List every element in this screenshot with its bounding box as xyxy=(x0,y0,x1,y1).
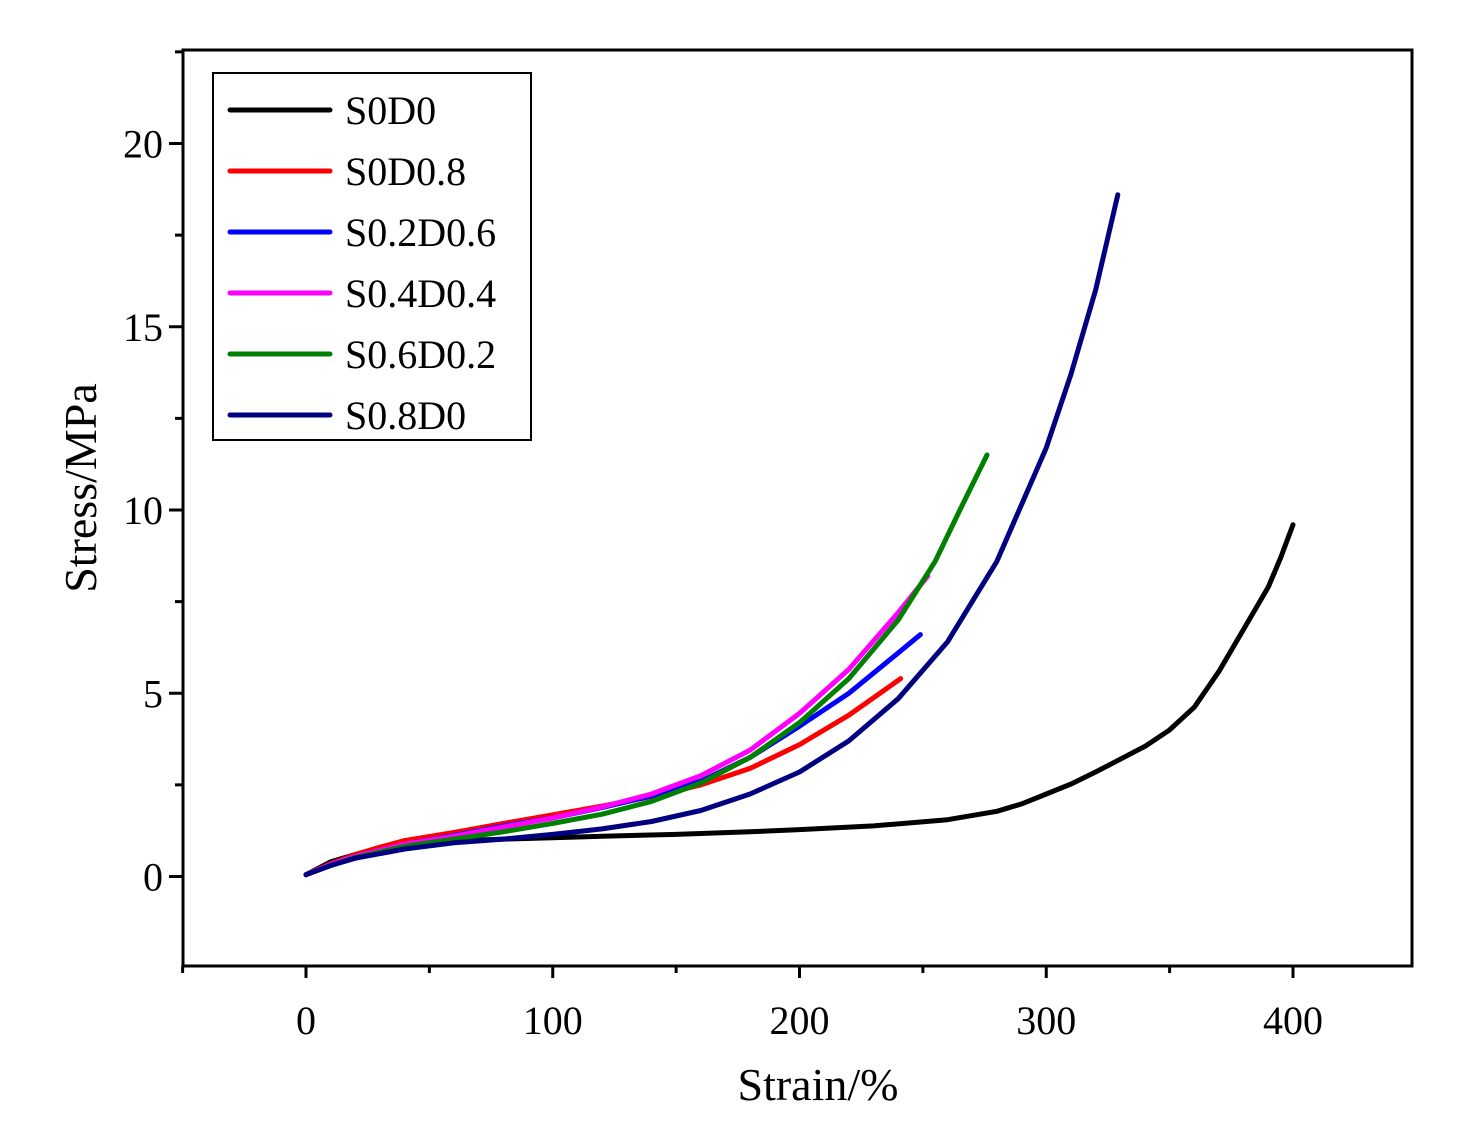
series-layer xyxy=(303,192,1296,878)
legend-label-s0-2d0-6: S0.2D0.6 xyxy=(345,210,496,255)
legend-label-s0d0-8: S0D0.8 xyxy=(345,149,466,194)
y-tick-label-5: 5 xyxy=(143,671,163,716)
y-tick-label-0: 0 xyxy=(143,855,163,900)
x-tick-label-200: 200 xyxy=(770,998,830,1043)
x-axis-label: Strain/% xyxy=(738,1059,899,1110)
y-tick-label-10: 10 xyxy=(123,488,163,533)
legend: S0D0 S0D0.8 S0.2D0.6 S0.4D0.4 S0.6D0.2 S0.8D0 xyxy=(212,72,532,441)
y-tick-label-20: 20 xyxy=(123,122,163,167)
y-tick-label-15: 15 xyxy=(123,305,163,350)
x-tick-label-300: 300 xyxy=(1016,998,1076,1043)
legend-label-s0-8d0: S0.8D0 xyxy=(345,393,466,438)
y-axis-label: Stress/MPa xyxy=(55,383,106,593)
legend-box xyxy=(212,72,532,441)
legend-label-s0-4d0-4: S0.4D0.4 xyxy=(345,271,496,316)
x-tick-label-0: 0 xyxy=(296,998,316,1043)
axis-ticks: 0 100 200 300 400 0 5 10 15 20 xyxy=(123,50,1323,1043)
x-tick-label-100: 100 xyxy=(523,998,583,1043)
legend-label-s0-6d0-2: S0.6D0.2 xyxy=(345,332,496,377)
series-line-s0-8d0 xyxy=(303,192,1121,878)
legend-label-s0d0: S0D0 xyxy=(345,88,436,133)
x-tick-label-400: 400 xyxy=(1263,998,1323,1043)
